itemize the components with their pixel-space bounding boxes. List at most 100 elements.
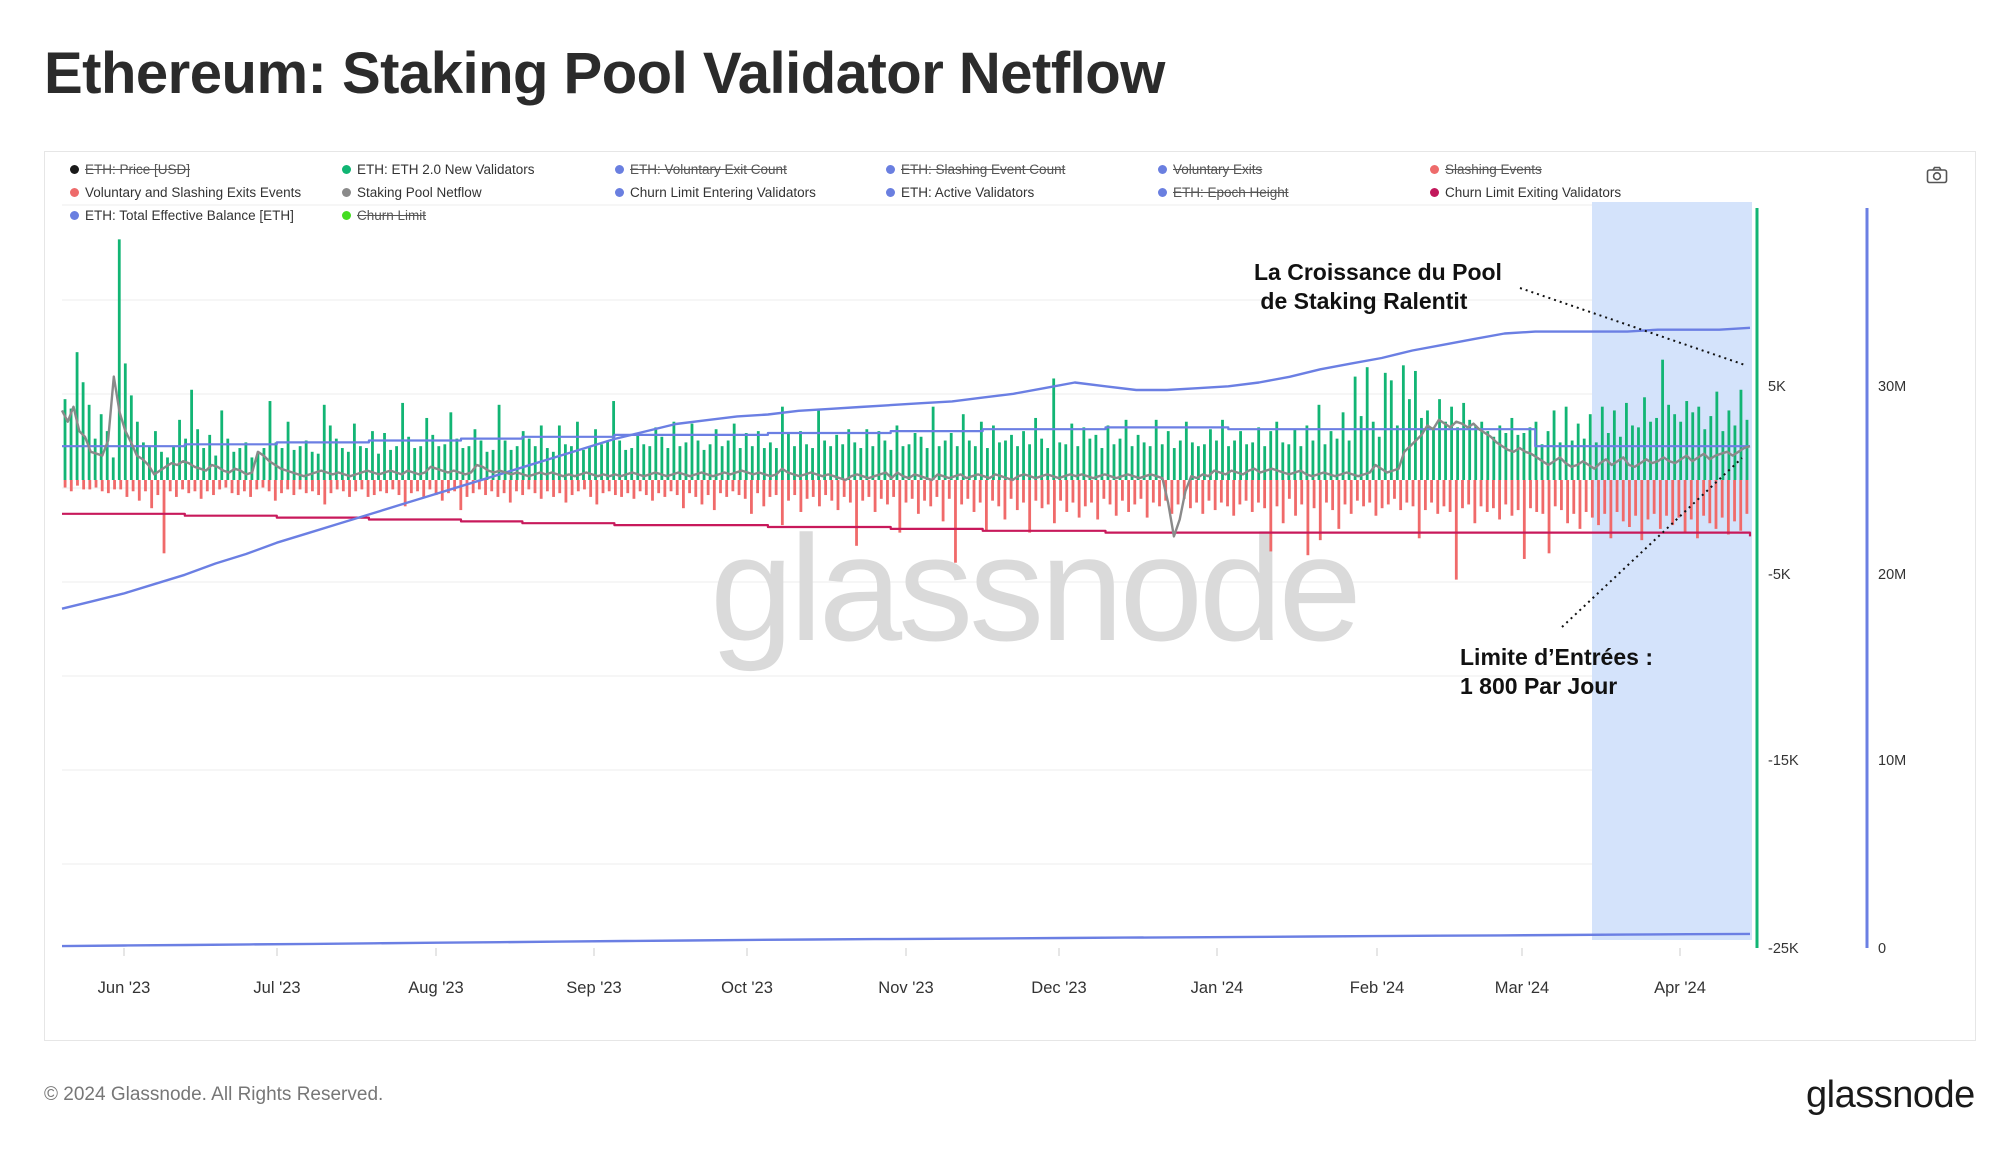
new-validator-bar	[762, 448, 766, 480]
legend-item[interactable]: Voluntary and Slashing Exits Events	[70, 185, 301, 200]
exit-bar	[156, 480, 160, 496]
exit-bar	[329, 480, 333, 494]
x-tick-label: Jan '24	[1191, 979, 1244, 997]
exit-bar	[193, 480, 197, 492]
legend-item[interactable]: Churn Limit Entering Validators	[615, 185, 816, 200]
exit-bar	[502, 480, 506, 494]
legend-item[interactable]: Staking Pool Netflow	[342, 185, 482, 200]
new-validator-bar	[672, 421, 676, 480]
new-validator-bar	[81, 382, 85, 480]
new-validator-bar	[334, 438, 338, 480]
exit-bar	[131, 480, 135, 492]
legend-item[interactable]: Slashing Events	[1430, 162, 1542, 177]
new-validator-bar	[1058, 442, 1062, 480]
new-validator-bar	[1739, 389, 1743, 480]
new-validator-bar	[1606, 433, 1610, 480]
new-validator-bar	[340, 448, 344, 480]
new-validator-bar	[1184, 421, 1188, 480]
exit-bar	[780, 480, 784, 526]
exit-bar	[1553, 480, 1557, 507]
legend-item[interactable]: ETH: Epoch Height	[1158, 185, 1289, 200]
exit-bar	[255, 480, 259, 490]
exit-bar	[1121, 480, 1124, 501]
exit-bar	[490, 480, 494, 492]
exit-bar	[1529, 480, 1532, 509]
exit-bar	[311, 480, 314, 492]
exit-bar	[205, 480, 209, 492]
new-validator-bar	[1456, 427, 1460, 480]
new-validator-bar	[1395, 425, 1399, 480]
legend-item[interactable]: Churn Limit Exiting Validators	[1430, 185, 1621, 200]
new-validator-bar	[346, 451, 350, 480]
new-validator-bar	[582, 449, 585, 480]
exit-bar	[1417, 480, 1421, 539]
new-validator-bar	[1335, 438, 1339, 480]
new-validator-bar	[1631, 425, 1634, 480]
exit-bar	[768, 480, 772, 497]
new-validator-bar	[756, 431, 760, 480]
new-validator-bar	[431, 434, 435, 480]
exit-bar	[434, 480, 438, 496]
legend-label: ETH: Total Effective Balance [ETH]	[85, 208, 294, 223]
exit-bar	[1504, 480, 1508, 505]
new-validator-bar	[1709, 416, 1713, 480]
legend-item[interactable]: ETH: Total Effective Balance [ETH]	[70, 208, 294, 223]
new-validator-bar	[1094, 434, 1098, 480]
new-validator-bar	[1275, 421, 1279, 480]
new-validator-bar	[1661, 359, 1664, 480]
exit-bar	[88, 480, 92, 490]
new-validator-bar	[455, 438, 459, 480]
exit-bar	[1454, 480, 1458, 580]
exit-bar	[1498, 480, 1501, 520]
new-validator-bar	[129, 395, 133, 480]
new-validator-bar	[1172, 448, 1176, 480]
camera-icon[interactable]	[1926, 166, 1948, 184]
exit-bar	[1158, 480, 1161, 507]
legend-item[interactable]: ETH: Slashing Event Count	[886, 162, 1065, 177]
exit-bar	[1646, 480, 1650, 520]
exit-bar	[1448, 480, 1452, 512]
new-validator-bar	[799, 431, 802, 480]
new-validator-bar	[1329, 431, 1333, 480]
x-tick-label: Jun '23	[98, 979, 151, 997]
new-validator-bar	[768, 442, 772, 480]
exit-bar	[570, 480, 574, 496]
new-validator-bar	[467, 446, 471, 480]
legend-item[interactable]: Voluntary Exits	[1158, 162, 1262, 177]
exit-bar	[941, 480, 945, 522]
legend-label: Voluntary and Slashing Exits Events	[85, 185, 302, 200]
exit-bar	[1584, 480, 1588, 512]
legend-label: Staking Pool Netflow	[357, 185, 482, 200]
new-validator-bar	[1468, 419, 1472, 480]
exit-bar	[700, 480, 704, 505]
exit-bar	[545, 480, 549, 492]
legend-dot-icon	[342, 211, 351, 220]
new-validator-bar	[1438, 399, 1441, 480]
exit-bar	[855, 480, 858, 546]
x-tick-label: Apr '24	[1654, 979, 1706, 997]
new-validator-bar	[1215, 440, 1218, 480]
exit-bar	[861, 480, 865, 501]
new-validator-bar	[437, 446, 441, 480]
exit-bar	[1399, 480, 1403, 511]
exit-bar	[1151, 480, 1155, 503]
exit-bar	[620, 480, 623, 497]
new-validator-bar	[1697, 406, 1701, 480]
new-validator-bar	[600, 444, 603, 480]
exit-bar	[1003, 480, 1007, 520]
exit-bar	[1257, 480, 1260, 503]
exit-bar	[76, 480, 79, 486]
exit-bar	[527, 480, 531, 490]
legend-item[interactable]: ETH: Active Validators	[886, 185, 1034, 200]
legend-item[interactable]: ETH: Voluntary Exit Count	[615, 162, 787, 177]
legend-item[interactable]: ETH: ETH 2.0 New Validators	[342, 162, 535, 177]
exit-bar	[966, 480, 970, 499]
exit-bar	[1541, 480, 1545, 514]
exit-bar	[1423, 480, 1427, 511]
exit-bar	[842, 480, 846, 497]
exit-bar	[273, 480, 277, 501]
legend-item[interactable]: ETH: Price [USD]	[70, 162, 190, 177]
new-validator-bar	[853, 442, 857, 480]
exit-bar	[1652, 480, 1656, 514]
legend-item[interactable]: Churn Limit	[342, 208, 426, 223]
